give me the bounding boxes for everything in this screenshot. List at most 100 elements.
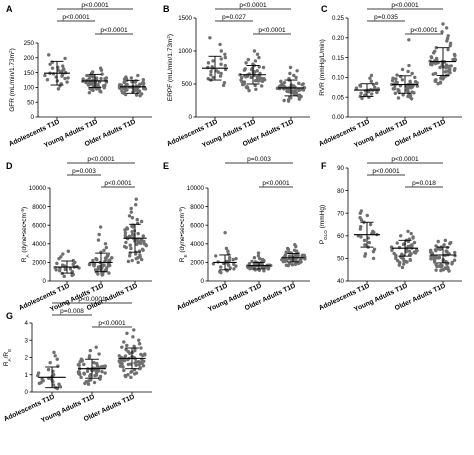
data-point: [100, 72, 104, 76]
data-point: [442, 243, 446, 247]
data-point: [129, 246, 133, 251]
data-point: [127, 214, 132, 218]
data-point: [431, 72, 435, 76]
data-point: [444, 66, 448, 70]
data-point: [123, 230, 128, 235]
p-value-label: p<0.0001: [391, 2, 419, 9]
data-point: [219, 265, 223, 269]
data-point: [256, 251, 261, 255]
data-point: [122, 358, 127, 363]
data-point: [219, 62, 223, 66]
data-point: [94, 370, 99, 375]
y-tick-label: 2: [25, 355, 29, 362]
data-point: [87, 262, 92, 267]
y-tick-label: 50: [27, 99, 34, 106]
y-tick-label: 250: [24, 40, 35, 47]
data-point: [223, 55, 227, 60]
data-point: [209, 69, 213, 74]
data-point: [431, 51, 436, 55]
significance-bracket: p<0.0001: [52, 296, 132, 304]
data-point: [103, 371, 107, 375]
data-point: [123, 228, 127, 232]
data-point: [407, 249, 412, 253]
data-point: [91, 75, 95, 79]
data-point: [255, 69, 259, 73]
data-point: [452, 258, 457, 262]
data-point: [211, 75, 215, 80]
data-point: [100, 273, 104, 277]
data-point: [91, 258, 95, 263]
y-tick-label: 70: [337, 210, 344, 217]
data-point: [137, 363, 141, 367]
data-point: [400, 78, 405, 82]
data-point: [297, 81, 301, 86]
data-point: [447, 269, 451, 273]
data-point: [441, 268, 446, 272]
data-point: [445, 249, 449, 254]
data-point: [369, 73, 374, 78]
data-point: [55, 261, 59, 266]
data-point: [61, 252, 65, 256]
data-point: [70, 273, 74, 278]
data-point: [60, 271, 65, 276]
data-point: [54, 268, 58, 272]
data-point: [129, 76, 134, 80]
y-tick-label: 1: [25, 372, 29, 379]
data-point: [60, 74, 64, 78]
p-value-label: p<0.0001: [62, 14, 90, 21]
data-point: [99, 68, 104, 72]
data-point: [407, 253, 412, 257]
data-point: [134, 203, 138, 207]
data-point: [97, 352, 101, 356]
data-point: [401, 93, 405, 97]
y-tick-label: 0.00: [332, 114, 345, 121]
data-point: [395, 73, 399, 77]
data-point: [448, 44, 452, 48]
data-point: [258, 256, 262, 261]
p-value-label: p<0.0001: [262, 180, 290, 187]
p-value-label: p=0.027: [222, 14, 246, 21]
data-point: [368, 76, 372, 80]
p-value-label: p=0.008: [60, 308, 84, 315]
data-point: [136, 260, 140, 265]
significance-bracket: p=0.027: [215, 14, 253, 22]
data-point: [45, 78, 50, 82]
p-value-label: p<0.0001: [104, 180, 132, 187]
data-point: [436, 82, 440, 86]
data-point: [138, 241, 143, 246]
data-point: [393, 91, 398, 95]
y-tick-label: 0.05: [332, 94, 345, 101]
data-point: [144, 243, 148, 248]
data-point: [408, 258, 413, 262]
significance-bracket: p<0.0001: [367, 2, 443, 10]
data-point: [206, 77, 210, 81]
p-value-label: p=0.035: [374, 14, 398, 21]
data-point: [256, 79, 261, 83]
data-point: [260, 84, 264, 88]
y-tick-label: 0.20: [332, 35, 345, 42]
data-point: [406, 229, 410, 233]
p-value-label: p=0.018: [412, 180, 436, 187]
y-tick-label: 2000: [190, 260, 204, 267]
data-point: [443, 70, 448, 74]
y-tick-label: 4000: [190, 241, 204, 248]
data-point: [367, 89, 371, 94]
data-point: [453, 250, 457, 255]
data-point: [257, 55, 261, 60]
data-point: [444, 26, 449, 30]
data-point: [446, 34, 450, 38]
data-point: [132, 344, 136, 348]
data-point: [231, 257, 235, 262]
data-point: [83, 381, 87, 386]
significance-bracket: p<0.0001: [253, 27, 291, 35]
series-3: [280, 243, 307, 268]
data-point: [359, 91, 363, 95]
data-point: [128, 351, 132, 355]
panel-label: A: [6, 4, 13, 14]
data-point: [412, 91, 416, 95]
data-point: [402, 262, 406, 266]
series-1: [53, 249, 81, 279]
data-point: [141, 78, 145, 82]
data-point: [126, 362, 131, 367]
